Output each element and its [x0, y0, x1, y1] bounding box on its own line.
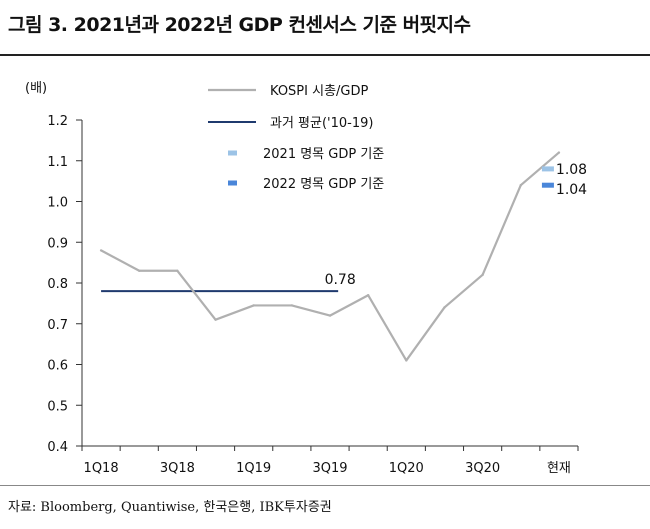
y-tick-label: 1.2	[47, 114, 68, 129]
y-tick-label: 0.7	[47, 318, 68, 333]
gdp-marker-1	[541, 166, 554, 172]
x-tick-label: 1Q19	[236, 461, 271, 476]
legend-swatch-gdp-2	[228, 180, 237, 186]
series-point	[99, 249, 103, 252]
y-tick-label: 0.9	[47, 236, 68, 251]
y-unit-label: (배)	[25, 81, 47, 96]
legend-label-gdp-2: 2022 명목 GDP 기준	[263, 177, 384, 192]
legend-label-average: 과거 평균('10-19)	[270, 116, 373, 131]
y-tick-label: 0.8	[47, 277, 68, 292]
x-tick-label: 3Q19	[312, 461, 347, 476]
legend-swatch-gdp-1	[228, 150, 237, 156]
figure-title: 그림 3. 2021년과 2022년 GDP 컨센서스 기준 버핏지수	[8, 14, 471, 36]
series-point	[176, 269, 179, 272]
y-tick-label: 0.5	[47, 399, 68, 414]
axes: (배) 1.2 1.1 1.0 0.9 0.8 0.7 0.6 0.5 0.4 1Q18 3Q18 1Q…	[25, 81, 579, 476]
series-point	[214, 318, 217, 321]
series-point	[328, 314, 332, 317]
source-note: 자료: Bloomberg, Quantiwise, 한국은행, IBK투자증권	[8, 500, 332, 515]
series-point	[405, 359, 408, 362]
average-value-label: 0.78	[325, 272, 356, 288]
source-rule	[0, 485, 650, 486]
legend-label-gdp-1: 2021 명목 GDP 기준	[263, 147, 384, 162]
x-tick-label: 3Q18	[160, 461, 195, 476]
y-tick-label: 1.1	[47, 155, 68, 170]
legend: KOSPI 시총/GDP 과거 평균('10-19) 2021 명목 GDP 기준 2…	[208, 84, 384, 192]
series-point	[481, 273, 484, 277]
x-tick-label: 3Q20	[465, 461, 500, 476]
x-tick-label: 1Q18	[84, 461, 119, 476]
y-tick-label: 0.6	[47, 359, 68, 374]
y-tick-label: 0.4	[47, 440, 68, 455]
title-rule	[0, 54, 650, 56]
legend-label-kospi: KOSPI 시총/GDP	[270, 84, 368, 99]
series-point	[252, 304, 255, 307]
gdp-marker-2	[541, 182, 554, 188]
series-point	[443, 306, 446, 309]
x-tick-label: 1Q20	[389, 461, 424, 476]
gdp-marker-label-2: 1.04	[556, 182, 587, 198]
series-point	[519, 184, 522, 187]
series-point	[366, 294, 370, 297]
series-layer: 0.78 1.08 1.04	[99, 151, 587, 362]
gdp-marker-label-1: 1.08	[556, 162, 587, 178]
series-point	[290, 304, 294, 307]
y-tick-label: 1.0	[47, 196, 68, 211]
series-point	[557, 151, 561, 154]
x-tick-label: 현재	[547, 461, 571, 476]
series-point	[138, 269, 141, 272]
